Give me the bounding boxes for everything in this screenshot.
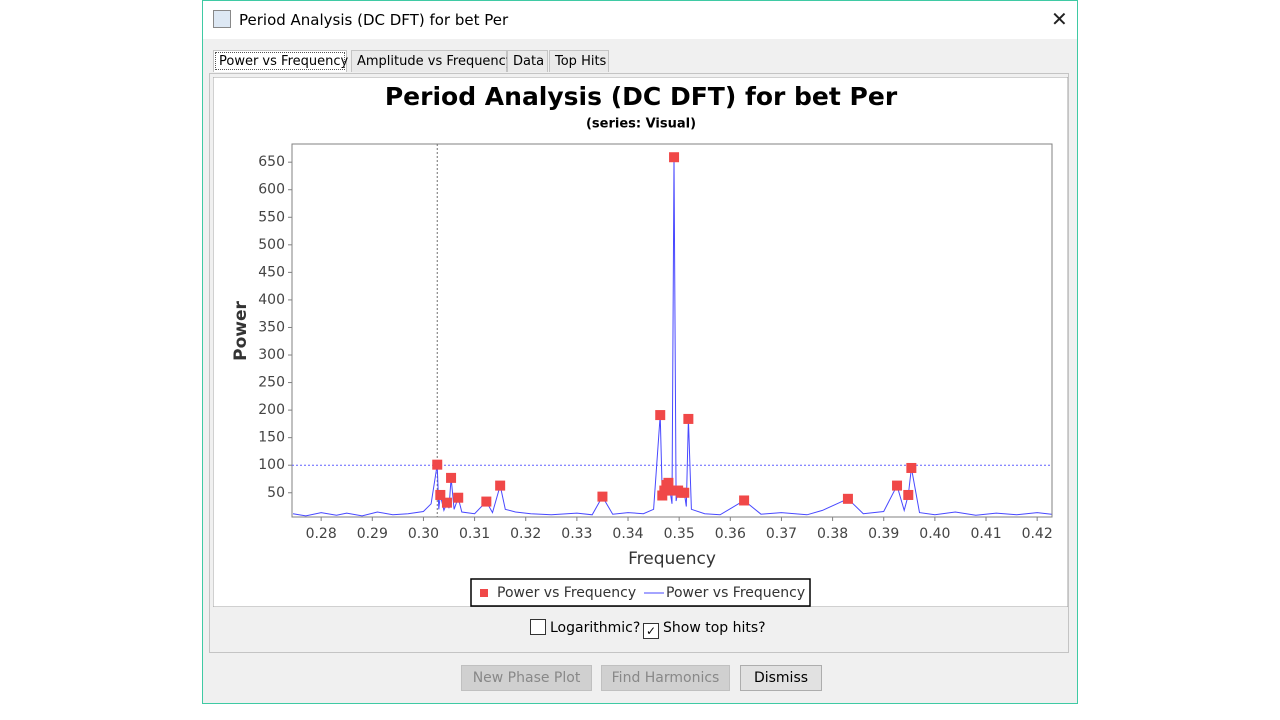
tab[interactable]: Data xyxy=(507,50,548,72)
x-tick-label: 0.29 xyxy=(357,526,388,542)
y-axis-label: Power xyxy=(231,301,251,361)
top-hit-marker xyxy=(903,489,914,500)
top-hit-marker xyxy=(655,410,666,421)
checkbox-box[interactable]: ✓ xyxy=(643,623,659,639)
top-hit-marker xyxy=(481,496,492,507)
top-hit-marker xyxy=(441,497,452,508)
tab[interactable]: Power vs Frequency xyxy=(213,50,348,72)
y-tick-label: 650 xyxy=(258,154,285,170)
top-hit-marker xyxy=(597,491,608,502)
top-hit-marker xyxy=(446,472,457,483)
checkbox[interactable]: Logarithmic? xyxy=(530,619,640,637)
button[interactable]: Dismiss xyxy=(740,665,822,691)
y-tick-label: 500 xyxy=(258,237,285,253)
legend-box xyxy=(470,578,811,607)
x-tick-label: 0.30 xyxy=(408,526,439,542)
dialog-window: Period Analysis (DC DFT) for bet Per ✕ P… xyxy=(202,0,1078,704)
top-hit-marker xyxy=(435,489,446,500)
x-tick-label: 0.35 xyxy=(664,526,695,542)
checkbox-label: Show top hits? xyxy=(663,620,766,636)
chart: Period Analysis (DC DFT) for bet Per (ser… xyxy=(213,77,1068,607)
y-tick-label: 400 xyxy=(258,292,285,308)
legend-marker xyxy=(480,589,488,597)
y-tick-label: 600 xyxy=(258,182,285,198)
y-tick-label: 50 xyxy=(267,485,285,501)
x-tick-label: 0.36 xyxy=(715,526,746,542)
x-tick-label: 0.39 xyxy=(868,526,899,542)
top-hit-marker xyxy=(453,492,464,503)
x-tick-label: 0.31 xyxy=(459,526,490,542)
x-tick-label: 0.33 xyxy=(561,526,592,542)
x-tick-label: 0.34 xyxy=(612,526,643,542)
x-tick-label: 0.40 xyxy=(919,526,950,542)
checkbox-box[interactable] xyxy=(530,619,546,635)
tab[interactable]: Top Hits xyxy=(549,50,609,72)
top-hit-marker xyxy=(495,480,506,491)
y-tick-label: 450 xyxy=(258,264,285,280)
top-hit-marker xyxy=(842,493,853,504)
y-tick-label: 550 xyxy=(258,209,285,225)
y-tick-label: 300 xyxy=(258,347,285,363)
x-tick-label: 0.28 xyxy=(306,526,337,542)
y-tick-label: 350 xyxy=(258,319,285,335)
title-bar: Period Analysis (DC DFT) for bet Per ✕ xyxy=(203,1,1077,39)
close-button[interactable]: ✕ xyxy=(1051,7,1068,31)
legend-label: Power vs Frequency xyxy=(666,585,805,601)
x-tick-label: 0.41 xyxy=(970,526,1001,542)
tab-panel xyxy=(209,73,1069,653)
x-tick-label: 0.37 xyxy=(766,526,797,542)
x-axis-label: Frequency xyxy=(628,549,716,569)
top-hit-marker xyxy=(659,485,670,496)
top-hit-marker xyxy=(739,495,750,506)
x-tick-label: 0.32 xyxy=(510,526,541,542)
y-tick-label: 100 xyxy=(258,457,285,473)
top-hit-marker xyxy=(664,485,675,496)
y-tick-label: 150 xyxy=(258,430,285,446)
button[interactable]: Find Harmonics xyxy=(601,665,730,691)
top-hit-marker xyxy=(906,462,917,473)
app-icon xyxy=(213,10,231,28)
y-tick-label: 200 xyxy=(258,402,285,418)
button[interactable]: New Phase Plot xyxy=(461,665,592,691)
top-hit-marker xyxy=(892,480,903,491)
chart-title: Period Analysis (DC DFT) for bet Per xyxy=(385,82,898,111)
checkbox[interactable]: ✓ Show top hits? xyxy=(643,619,766,639)
x-tick-label: 0.38 xyxy=(817,526,848,542)
top-hit-marker xyxy=(663,477,674,488)
tab[interactable]: Amplitude vs Frequency xyxy=(351,50,514,72)
chart-subtitle: (series: Visual) xyxy=(586,117,696,132)
checkbox-label: Logarithmic? xyxy=(550,620,641,636)
window-title: Period Analysis (DC DFT) for bet Per xyxy=(239,11,509,29)
legend-label: Power vs Frequency xyxy=(497,585,636,601)
top-hit-marker xyxy=(679,487,690,498)
y-tick-label: 250 xyxy=(258,375,285,391)
top-hit-marker xyxy=(669,152,680,163)
x-tick-label: 0.42 xyxy=(1022,526,1053,542)
top-hit-marker xyxy=(432,459,443,470)
top-hit-marker xyxy=(683,413,694,424)
